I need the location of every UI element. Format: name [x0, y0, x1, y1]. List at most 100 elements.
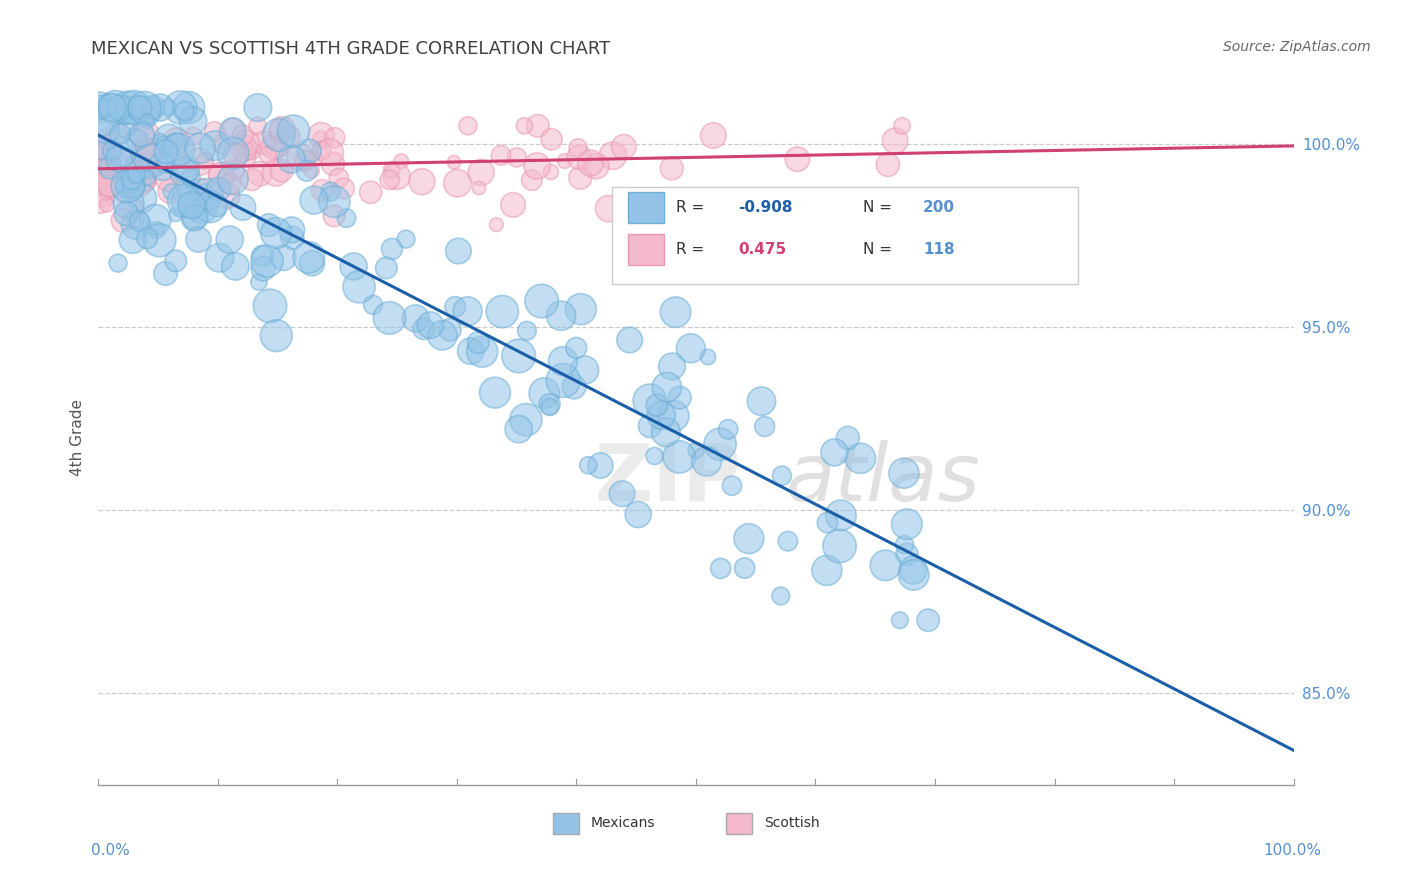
Point	[98, 176, 121, 190]
Point	[550, 309, 572, 323]
Point	[211, 168, 233, 182]
Point	[131, 128, 153, 143]
Point	[131, 191, 153, 205]
Point	[224, 260, 246, 274]
Point	[252, 136, 274, 150]
Point	[266, 140, 288, 154]
Point	[91, 166, 114, 180]
Point	[145, 223, 167, 237]
Point	[576, 458, 599, 473]
Point	[467, 335, 489, 350]
Point	[579, 156, 602, 170]
Point	[155, 267, 177, 281]
Point	[697, 350, 720, 364]
Point	[271, 122, 294, 136]
Point	[554, 153, 576, 168]
Point	[207, 182, 229, 196]
Point	[270, 123, 292, 137]
Point	[419, 318, 441, 332]
Point	[188, 141, 211, 155]
Point	[112, 107, 135, 121]
Point	[128, 177, 150, 191]
Point	[121, 172, 143, 186]
Point	[87, 101, 110, 115]
Point	[165, 208, 187, 222]
Bar	[628, 192, 664, 223]
Point	[87, 165, 110, 179]
Point	[115, 187, 138, 202]
Point	[295, 164, 318, 178]
Point	[136, 231, 159, 245]
Point	[589, 458, 612, 473]
Point	[190, 183, 212, 197]
Point	[432, 328, 454, 343]
Point	[160, 185, 183, 199]
Point	[381, 162, 404, 177]
Point	[132, 147, 155, 161]
Point	[381, 242, 404, 256]
Point	[389, 154, 412, 169]
Point	[830, 508, 852, 523]
Text: R =: R =	[676, 200, 709, 215]
Point	[111, 145, 134, 159]
Point	[668, 450, 690, 464]
Text: ZIP: ZIP	[595, 440, 741, 518]
Point	[157, 132, 180, 146]
Point	[104, 101, 127, 115]
Point	[304, 151, 326, 165]
Point	[661, 161, 683, 176]
Point	[256, 254, 278, 268]
Point	[89, 194, 111, 209]
Point	[301, 256, 323, 270]
Point	[405, 311, 427, 326]
Point	[323, 209, 346, 223]
Point	[98, 101, 121, 115]
Point	[685, 443, 707, 458]
Y-axis label: 4th Grade: 4th Grade	[69, 399, 84, 475]
Point	[128, 214, 150, 228]
Point	[721, 479, 744, 493]
Point	[262, 140, 284, 154]
Point	[169, 101, 191, 115]
Point	[127, 159, 149, 173]
Point	[540, 165, 562, 179]
Point	[360, 186, 382, 200]
Point	[200, 200, 222, 214]
Point	[267, 128, 290, 142]
Point	[89, 145, 111, 159]
Point	[211, 137, 233, 152]
Point	[155, 157, 177, 171]
Point	[754, 419, 776, 434]
Point	[131, 128, 153, 142]
Point	[115, 180, 138, 194]
Point	[181, 113, 204, 128]
Text: atlas: atlas	[786, 440, 980, 518]
Point	[471, 344, 494, 359]
Point	[710, 561, 733, 575]
Point	[264, 226, 287, 240]
Point	[94, 122, 117, 136]
Point	[679, 341, 702, 355]
Point	[100, 161, 122, 175]
Point	[204, 124, 226, 138]
Point	[93, 149, 115, 163]
Point	[117, 101, 139, 115]
Point	[174, 162, 197, 177]
Point	[533, 386, 555, 401]
Point	[565, 341, 588, 355]
Point	[232, 128, 254, 143]
Point	[150, 160, 173, 174]
Point	[385, 169, 408, 183]
Point	[439, 323, 461, 337]
Point	[569, 302, 592, 317]
Point	[108, 127, 131, 141]
Point	[134, 175, 156, 189]
Point	[443, 155, 465, 169]
Point	[470, 165, 492, 179]
Point	[101, 101, 124, 115]
Point	[526, 159, 548, 173]
Point	[884, 134, 907, 148]
Point	[375, 260, 398, 275]
Point	[516, 324, 538, 338]
Point	[233, 141, 256, 155]
